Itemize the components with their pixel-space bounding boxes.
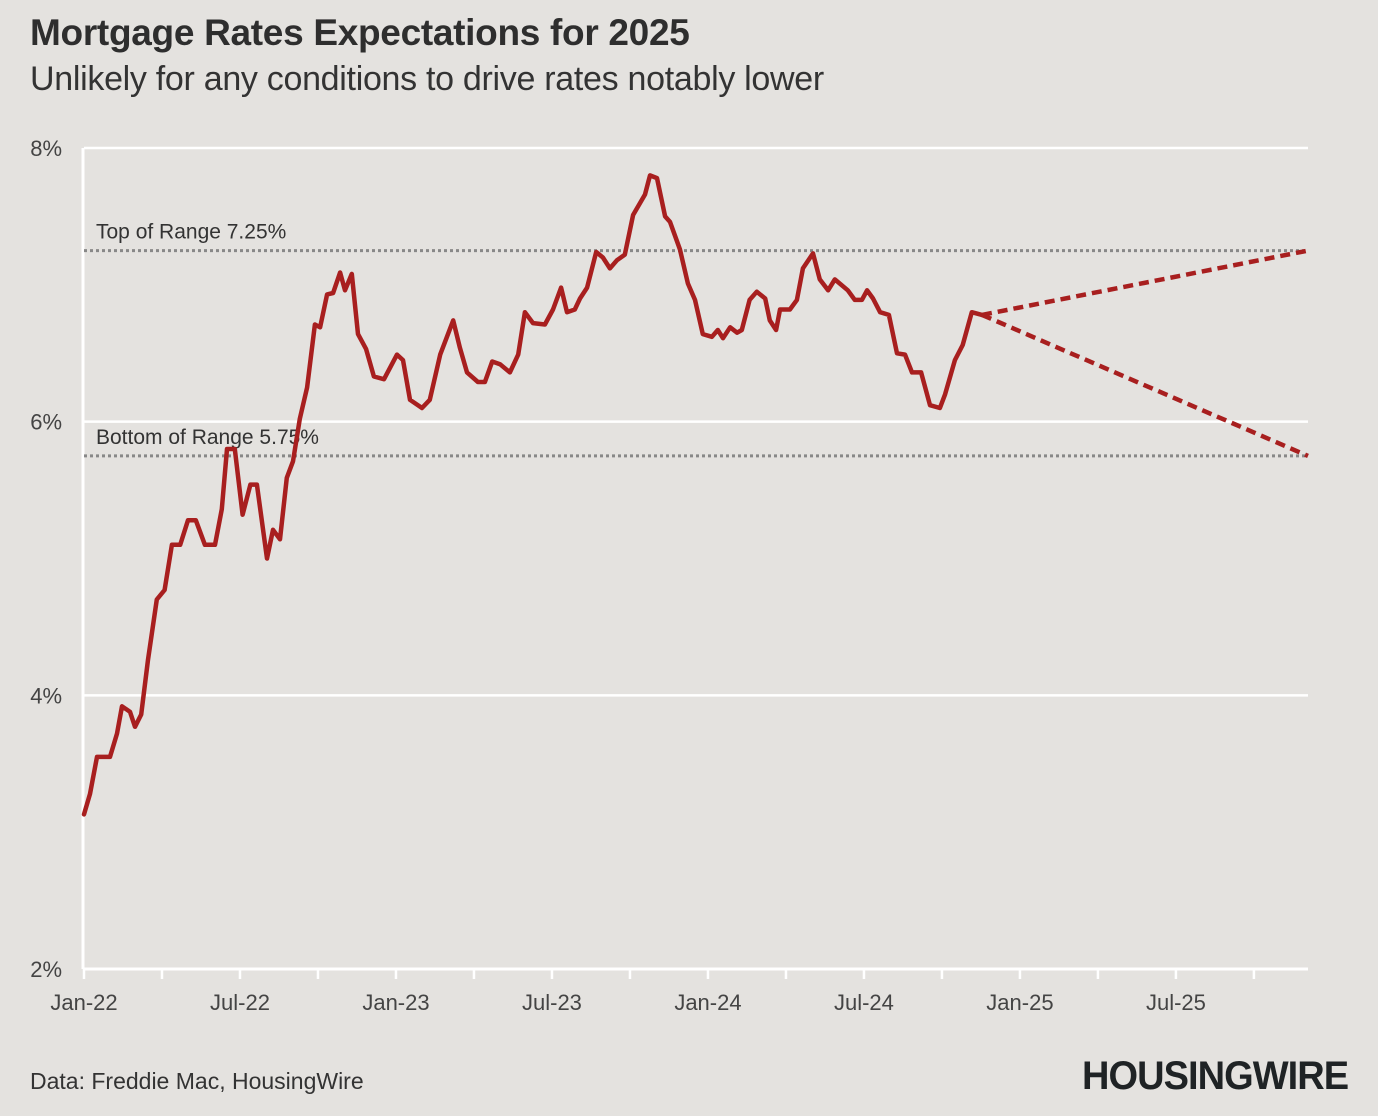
projection-line: [981, 312, 1309, 458]
y-tick-label: 8%: [30, 136, 62, 161]
x-tick-label: Jul-25: [1146, 990, 1206, 1015]
chart-subtitle: Unlikely for any conditions to drive rat…: [30, 60, 824, 98]
housingwire-logo: HOUSINGWIRE: [1081, 1054, 1349, 1098]
source-note: Data: Freddie Mac, HousingWire: [30, 1068, 364, 1094]
x-tick-label: Jan-25: [986, 990, 1053, 1015]
x-tick-label: Jan-23: [362, 990, 429, 1015]
projection-line: [981, 248, 1309, 318]
chart-title: Mortgage Rates Expectations for 2025: [30, 12, 690, 53]
x-tick-label: Jul-22: [210, 990, 270, 1015]
y-tick-label: 2%: [30, 957, 62, 982]
reference-line-label: Top of Range 7.25%: [96, 221, 286, 244]
reference-line-label: Bottom of Range 5.75%: [96, 426, 319, 449]
x-tick-label: Jul-24: [834, 990, 894, 1015]
y-tick-label: 4%: [30, 683, 62, 708]
x-tick-label: Jan-22: [50, 990, 117, 1015]
x-tick-label: Jan-24: [674, 990, 741, 1015]
y-tick-label: 6%: [30, 410, 62, 435]
x-tick-label: Jul-23: [522, 990, 582, 1015]
rate-line: [81, 173, 985, 817]
